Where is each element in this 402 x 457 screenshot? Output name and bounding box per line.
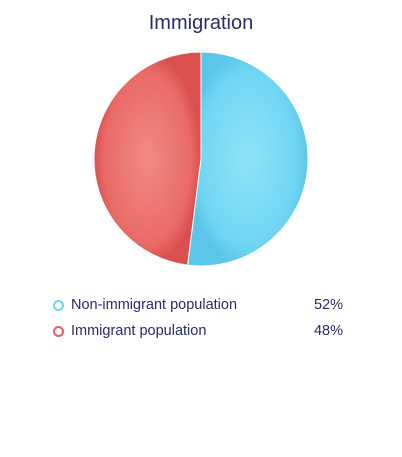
legend-label-immigrant: Immigrant population xyxy=(71,323,207,339)
legend-item-non-immigrant[interactable]: Non-immigrant population 52% xyxy=(53,292,353,318)
legend-value-immigrant: 48% xyxy=(313,323,343,339)
legend-value-non-immigrant: 52% xyxy=(313,297,343,313)
legend: Non-immigrant population 52% Immigrant p… xyxy=(53,292,353,344)
legend-label-non-immigrant: Non-immigrant population xyxy=(71,297,238,313)
chart-title: Immigration xyxy=(148,12,254,34)
legend-marker-immigrant xyxy=(53,325,64,337)
pie-slice-immigrant[interactable] xyxy=(93,51,202,266)
pie-slice-non-immigrant[interactable] xyxy=(187,51,309,267)
legend-item-immigrant[interactable]: Immigrant population 48% xyxy=(53,318,353,344)
legend-marker-non-immigrant xyxy=(53,299,64,311)
